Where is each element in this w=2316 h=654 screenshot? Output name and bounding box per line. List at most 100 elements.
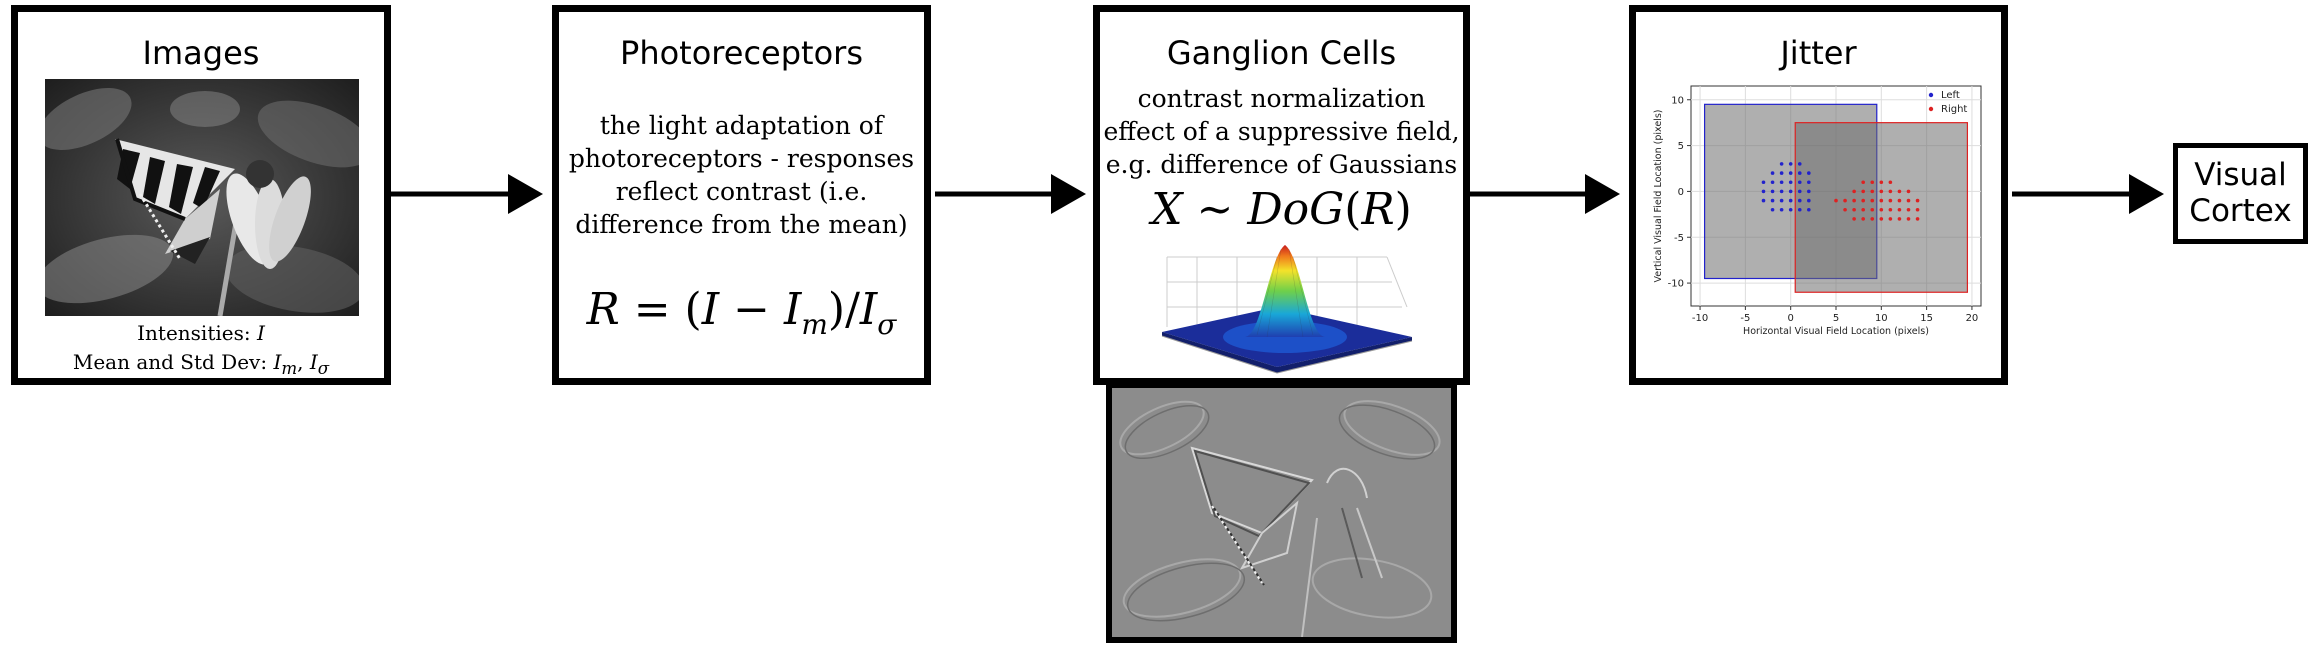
point-right — [1852, 198, 1856, 203]
point-left — [1761, 189, 1766, 194]
point-left — [1779, 198, 1784, 203]
point-left — [1807, 198, 1811, 203]
point-right — [1888, 180, 1893, 185]
photoreceptors-equation: R = (I − Im)/Iσ — [586, 284, 897, 341]
ganglion-equation: X ~ DoG(R) — [1151, 184, 1412, 235]
point-left — [1807, 171, 1811, 175]
point-right — [1906, 198, 1911, 203]
x-tick-label: -5 — [1740, 313, 1750, 324]
point-right — [1852, 207, 1856, 212]
point-right — [1915, 207, 1920, 212]
photoreceptors-description: the light adaptation of photoreceptors -… — [559, 109, 924, 241]
ganglion-box: Ganglion Cells contrast normalization ef… — [1093, 5, 1470, 385]
point-right — [1861, 180, 1865, 185]
point-right — [1879, 189, 1884, 194]
point-left — [1779, 207, 1784, 212]
point-right — [1861, 189, 1865, 194]
point-right — [1879, 207, 1884, 212]
photoreceptors-title: Photoreceptors — [620, 34, 863, 72]
point-left — [1788, 171, 1793, 175]
point-right — [1888, 189, 1893, 194]
visual-cortex-box: Visual Cortex — [2173, 143, 2308, 244]
legend-marker-left — [1928, 92, 1934, 98]
mean-std-label: Mean and Std Dev: Im, Iσ — [72, 350, 330, 378]
point-right — [1915, 198, 1920, 203]
dog-filtered-image-frame — [1106, 382, 1457, 643]
x-tick-label: 20 — [1966, 313, 1979, 324]
point-right — [1843, 198, 1847, 203]
point-right — [1861, 207, 1865, 212]
photoreceptors-box: Photoreceptors the light adaptation of p… — [552, 5, 931, 385]
y-tick-label: 0 — [1678, 187, 1684, 198]
images-box: Images — [11, 5, 391, 385]
x-tick-label: 10 — [1875, 313, 1888, 324]
point-left — [1788, 198, 1793, 203]
point-right — [1888, 217, 1893, 221]
ganglion-title: Ganglion Cells — [1166, 34, 1397, 72]
point-right — [1879, 217, 1884, 221]
intensities-text: Intensities: — [137, 321, 257, 345]
photoreceptors-line-4: difference from the mean) — [575, 210, 908, 239]
mean-std-text: Mean and Std Dev: — [72, 350, 274, 374]
point-right — [1879, 180, 1884, 185]
point-right — [1870, 207, 1875, 212]
point-left — [1797, 207, 1802, 212]
point-left — [1779, 162, 1784, 166]
point-right — [1888, 207, 1893, 212]
point-right — [1852, 189, 1856, 194]
point-right — [1888, 198, 1893, 203]
point-left — [1807, 207, 1811, 212]
x-tick-label: 15 — [1920, 313, 1933, 324]
point-right — [1906, 217, 1911, 221]
point-left — [1770, 198, 1775, 203]
point-right — [1915, 217, 1920, 221]
point-right — [1843, 207, 1847, 212]
point-left — [1779, 180, 1784, 185]
point-left — [1788, 180, 1793, 185]
point-left — [1770, 207, 1775, 212]
visual-cortex-line-1: Visual — [2194, 157, 2287, 193]
x-tick-label: 0 — [1788, 313, 1794, 324]
point-left — [1761, 198, 1766, 203]
intensities-label: Intensities: I — [18, 321, 384, 345]
point-left — [1779, 189, 1784, 194]
photoreceptors-line-1: the light adaptation of — [599, 111, 884, 140]
point-left — [1807, 189, 1811, 194]
y-tick-label: 5 — [1678, 141, 1684, 152]
dog-surface-plot — [1161, 245, 1413, 374]
legend-label-left: Left — [1941, 90, 1960, 101]
photoreceptors-line-2: photoreceptors - responses — [568, 144, 915, 173]
point-right — [1906, 207, 1911, 212]
point-right — [1870, 198, 1875, 203]
point-right — [1870, 217, 1875, 221]
jitter-title: Jitter — [1780, 34, 1857, 72]
point-right — [1834, 198, 1838, 203]
y-axis-label: Vertical Visual Field Location (pixels) — [1653, 110, 1664, 283]
butterfly-image — [45, 79, 359, 316]
std-symbol: Iσ — [309, 350, 330, 378]
x-tick-label: -10 — [1692, 313, 1708, 324]
jitter-scatter-plot: -10 -5 0 5 10 15 20 -10 -5 0 5 10 Horizontal Visual … — [1653, 85, 1982, 337]
y-tick-label: -5 — [1674, 233, 1684, 244]
point-right — [1852, 217, 1856, 221]
point-right — [1897, 189, 1902, 194]
point-right — [1897, 217, 1902, 221]
point-left — [1807, 180, 1811, 185]
point-right — [1879, 198, 1884, 203]
point-left — [1797, 162, 1802, 166]
point-left — [1788, 207, 1793, 212]
photoreceptors-line-3: reflect contrast (i.e. — [615, 177, 868, 206]
point-right — [1861, 217, 1865, 221]
mean-symbol: Im — [273, 350, 298, 378]
point-left — [1788, 162, 1793, 166]
point-left — [1797, 198, 1802, 203]
dog-filtered-image — [1112, 388, 1451, 637]
point-left — [1770, 189, 1775, 194]
point-left — [1797, 171, 1802, 175]
x-axis-label: Horizontal Visual Field Location (pixels… — [1743, 326, 1929, 337]
visual-cortex-line-2: Cortex — [2189, 193, 2292, 229]
y-tick-label: 10 — [1671, 95, 1684, 106]
ganglion-line-3: e.g. difference of Gaussians — [1105, 150, 1458, 179]
ganglion-description: contrast normalization effect of a suppr… — [1100, 82, 1463, 181]
point-left — [1761, 180, 1766, 185]
